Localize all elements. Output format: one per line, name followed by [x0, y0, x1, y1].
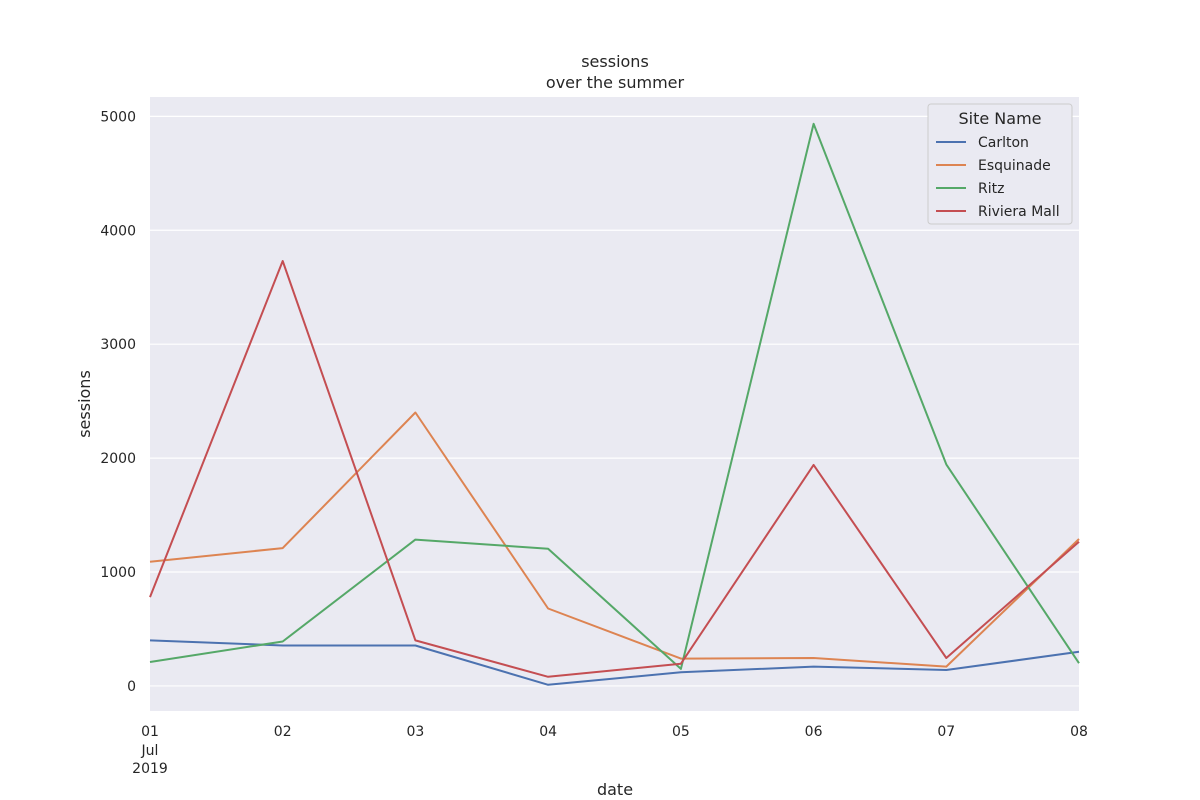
y-tick-label: 4000 [100, 223, 136, 239]
chart-subtitle: over the summer [546, 73, 685, 92]
x-tick-label: 05 [672, 724, 690, 740]
series-line-carlton [149, 639, 1080, 686]
x-tick-label: 04 [539, 724, 557, 740]
legend-box [927, 103, 1073, 225]
x-tick-label: 06 [805, 724, 823, 740]
legend-entry: Ritz [978, 181, 1004, 197]
series-line-esquinade [149, 411, 1080, 668]
series-line-ritz [149, 122, 1080, 670]
y-tick-label: 0 [127, 679, 136, 695]
x-tick-label: 03 [407, 724, 425, 740]
x-tick-label: 02 [274, 724, 292, 740]
x-tick-label: 08 [1070, 724, 1088, 740]
y-tick-label: 1000 [100, 565, 136, 581]
legend-entry: Riviera Mall [978, 204, 1060, 220]
x-axis-ticks: 01 02 03 04 05 06 07 08 Jul 2019 [132, 724, 1088, 777]
legend: Site Name Carlton Esquinade Ritz Riviera Ma… [927, 103, 1073, 225]
y-tick-label: 3000 [100, 337, 136, 353]
gridlines [150, 115, 1079, 687]
x-tick-sublabel: Jul [141, 743, 159, 759]
legend-entry: Esquinade [978, 158, 1051, 174]
series-lines [149, 122, 1080, 686]
x-tick-label: 01 [141, 724, 159, 740]
y-tick-label: 5000 [100, 109, 136, 125]
series-line-riviera-mall [149, 260, 1080, 678]
y-axis-ticks: 0 1000 2000 3000 4000 5000 [100, 109, 136, 695]
x-tick-sublabel: 2019 [132, 761, 168, 777]
y-tick-label: 2000 [100, 451, 136, 467]
legend-title: Site Name [958, 109, 1041, 128]
y-axis-label: sessions [75, 370, 94, 438]
x-tick-label: 07 [937, 724, 955, 740]
chart-title: sessions [581, 52, 649, 71]
legend-entry: Carlton [978, 135, 1029, 151]
x-axis-label: date [597, 780, 633, 799]
